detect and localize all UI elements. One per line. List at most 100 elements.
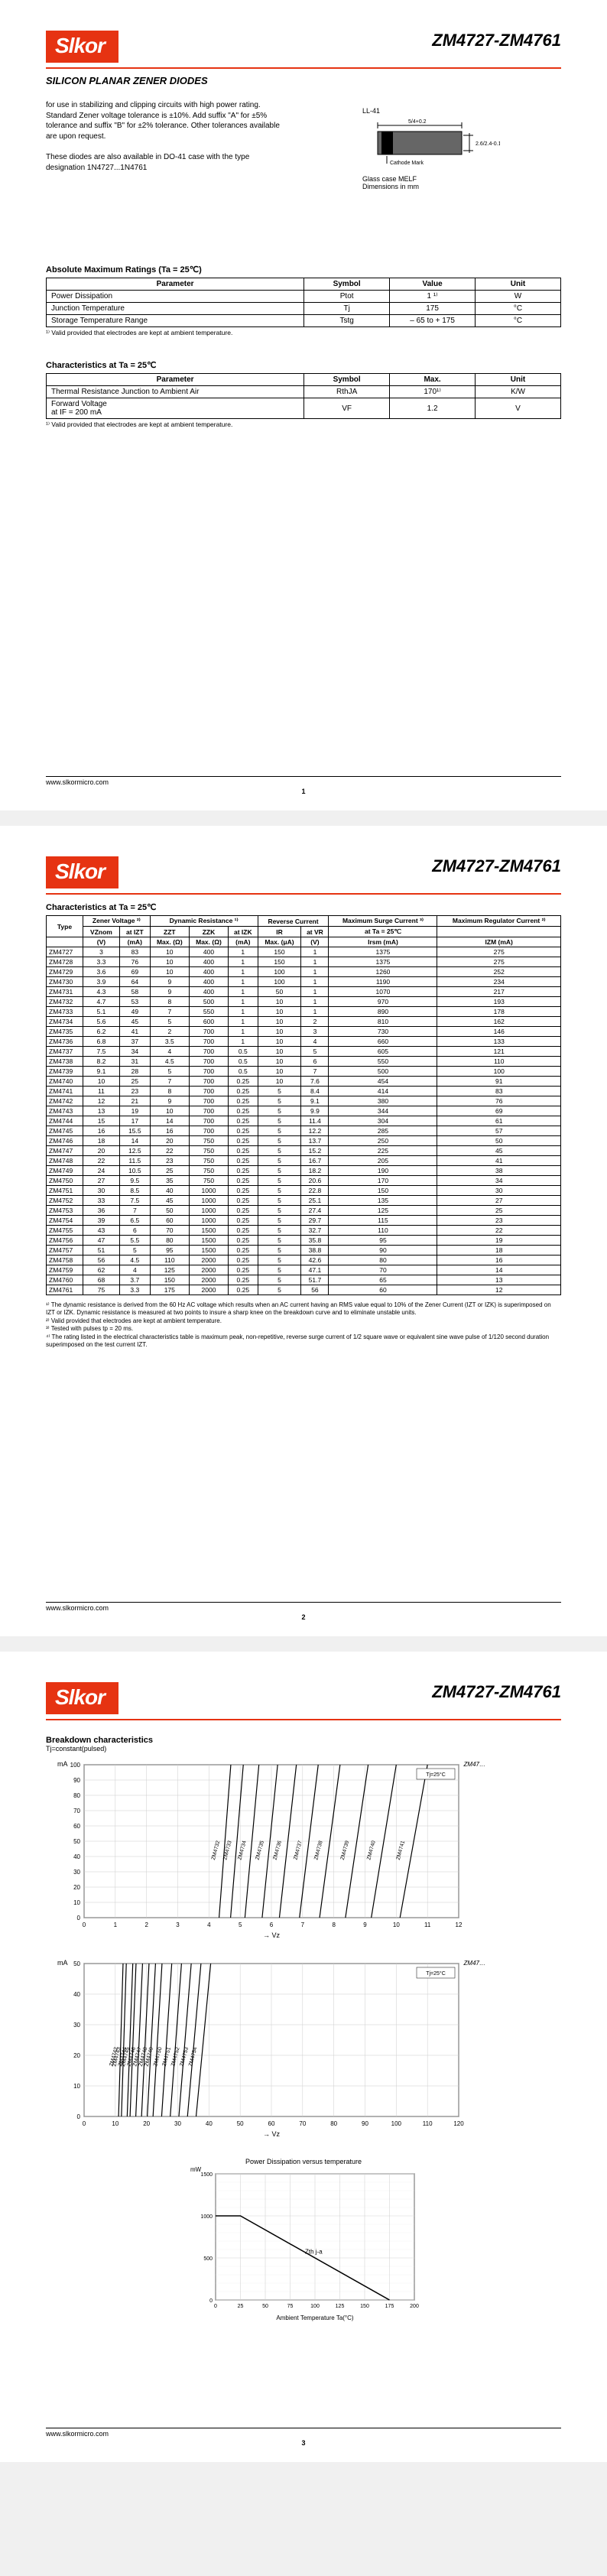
elec-title: Characteristics at Ta = 25℃: [46, 902, 561, 912]
page-footer-3: www.slkormicro.com 3: [46, 2428, 561, 2447]
svg-text:7: 7: [301, 1921, 305, 1928]
package-svg: 2.6/2.4-0.1 5/4+0.2 Cathode Mark: [362, 116, 500, 170]
svg-text:40: 40: [206, 2120, 213, 2127]
svg-text:30: 30: [73, 2022, 80, 2029]
footer-url-3: www.slkormicro.com: [46, 2430, 109, 2438]
svg-text:10: 10: [393, 1921, 400, 1928]
svg-text:11: 11: [424, 1921, 431, 1928]
svg-text:→ Vz: → Vz: [263, 1931, 281, 1939]
svg-text:4: 4: [207, 1921, 211, 1928]
abs-max-title: Absolute Maximum Ratings (Ta = 25℃): [46, 265, 561, 274]
svg-text:→ Vz: → Vz: [263, 2130, 281, 2138]
svg-text:1500: 1500: [200, 2172, 213, 2178]
brand-logo-2: Slkor: [46, 856, 118, 888]
svg-text:Tj=25°C: Tj=25°C: [426, 1772, 446, 1778]
svg-text:Power Dissipation versus tempe: Power Dissipation versus temperature: [245, 2158, 362, 2165]
page-footer-1: www.slkormicro.com 1: [46, 776, 561, 795]
elec-table: TypeZener Voltage ²⁾Dynamic Resistance ¹…: [46, 915, 561, 1295]
svg-text:6: 6: [270, 1921, 274, 1928]
svg-text:75: 75: [287, 2304, 294, 2309]
svg-text:9: 9: [363, 1921, 367, 1928]
page-number-3: 3: [46, 2439, 561, 2447]
svg-text:50: 50: [262, 2304, 268, 2309]
svg-text:125: 125: [336, 2304, 345, 2309]
page-number-1: 1: [46, 788, 561, 795]
page-1: Slkor ZM4727-ZM4761 SILICON PLANAR ZENER…: [0, 0, 607, 810]
svg-text:70: 70: [299, 2120, 306, 2127]
page-3: Slkor ZM4727-ZM4761 Breakdown characteri…: [0, 1652, 607, 2462]
svg-text:1000: 1000: [200, 2214, 213, 2220]
svg-text:100: 100: [310, 2304, 320, 2309]
svg-text:Ambient Temperature Ta(°C): Ambient Temperature Ta(°C): [276, 2315, 354, 2321]
svg-text:30: 30: [73, 1869, 80, 1876]
svg-text:0: 0: [83, 2120, 86, 2127]
svg-text:ZM47…: ZM47…: [463, 1761, 485, 1768]
part-range-title: ZM4727-ZM4761: [432, 31, 561, 50]
svg-text:90: 90: [73, 1777, 80, 1784]
svg-text:70: 70: [73, 1808, 80, 1814]
svg-text:2: 2: [144, 1921, 148, 1928]
svg-text:50: 50: [73, 1960, 80, 1967]
brand-logo-3: Slkor: [46, 1682, 118, 1714]
abs-max-table: ParameterSymbolValueUnit Power Dissipati…: [46, 278, 561, 327]
svg-text:20: 20: [73, 1884, 80, 1891]
header-divider: [46, 67, 561, 69]
svg-text:5/4+0.2: 5/4+0.2: [408, 119, 427, 125]
svg-text:20: 20: [73, 2052, 80, 2059]
svg-text:80: 80: [73, 1792, 80, 1799]
part-range-title-2: ZM4727-ZM4761: [432, 856, 561, 876]
svg-text:12: 12: [456, 1921, 463, 1928]
intro-paragraph-2: These diodes are also available in DO-41…: [46, 152, 291, 173]
footer-url: www.slkormicro.com: [46, 778, 109, 786]
package-label: LL-41: [362, 107, 500, 115]
svg-text:40: 40: [73, 1853, 80, 1860]
svg-text:5: 5: [239, 1921, 242, 1928]
svg-text:30: 30: [174, 2120, 181, 2127]
svg-text:50: 50: [237, 2120, 244, 2127]
svg-text:mW: mW: [190, 2166, 202, 2173]
svg-text:100: 100: [70, 1762, 81, 1769]
svg-text:100: 100: [391, 2120, 402, 2127]
svg-text:0: 0: [77, 1915, 81, 1921]
svg-text:120: 120: [453, 2120, 464, 2127]
chart1-subtitle: Tj=constant(pulsed): [46, 1745, 561, 1753]
svg-text:2.6/2.4-0.1: 2.6/2.4-0.1: [476, 141, 500, 147]
breakdown-chart-1: Breakdown characteristics Tj=constant(pu…: [46, 1736, 561, 1941]
svg-text:Cathode Mark: Cathode Mark: [390, 161, 424, 166]
svg-text:0: 0: [214, 2304, 217, 2309]
svg-text:175: 175: [385, 2304, 394, 2309]
svg-text:ZM47…: ZM47…: [463, 1960, 485, 1967]
chart2-svg: 010203040500102030405060708090100110120m…: [46, 1956, 489, 2139]
svg-text:0: 0: [209, 2298, 213, 2304]
svg-text:25: 25: [238, 2304, 244, 2309]
abs-max-footnote: ¹⁾ Valid provided that electrodes are ke…: [46, 329, 561, 337]
svg-text:10: 10: [73, 1899, 80, 1906]
svg-text:Zth j-a: Zth j-a: [305, 2249, 323, 2256]
svg-text:10: 10: [112, 2120, 118, 2127]
header-divider-3: [46, 1719, 561, 1720]
page-footer-2: www.slkormicro.com 2: [46, 1602, 561, 1621]
svg-text:0: 0: [83, 1921, 86, 1928]
power-derating-chart: Power Dissipation versus temperature 0 50 0…: [46, 2155, 561, 2323]
footer-url-2: www.slkormicro.com: [46, 1604, 109, 1612]
intro-paragraph-1: for use in stabilizing and clipping circ…: [46, 100, 291, 141]
brand-logo: Slkor: [46, 31, 118, 63]
char-footnote: ¹⁾ Valid provided that electrodes are ke…: [46, 421, 561, 429]
svg-text:Tj=25°C: Tj=25°C: [426, 1970, 446, 1977]
chart1-svg: 01020304050607080901000123456789101112mA…: [46, 1757, 489, 1941]
part-range-title-3: ZM4727-ZM4761: [432, 1682, 561, 1702]
page-2: Slkor ZM4727-ZM4761 Characteristics at T…: [0, 826, 607, 1636]
elec-footnotes: ¹⁾ The dynamic resistance is derived fro…: [46, 1301, 561, 1349]
char-table: ParameterSymbolMax.Unit Thermal Resistan…: [46, 373, 561, 419]
header-divider-2: [46, 893, 561, 895]
svg-text:8: 8: [332, 1921, 336, 1928]
svg-text:110: 110: [423, 2120, 433, 2127]
svg-text:0: 0: [77, 2113, 81, 2120]
svg-text:60: 60: [268, 2120, 275, 2127]
breakdown-chart-2: 010203040500102030405060708090100110120m…: [46, 1956, 561, 2139]
svg-text:60: 60: [73, 1823, 80, 1830]
svg-text:150: 150: [360, 2304, 369, 2309]
svg-text:200: 200: [410, 2304, 419, 2309]
char-title: Characteristics at Ta = 25℃: [46, 360, 561, 370]
package-outline: LL-41 2.6/2.4-0.1 5/4+0.2 Cathode Mark G…: [362, 107, 500, 190]
